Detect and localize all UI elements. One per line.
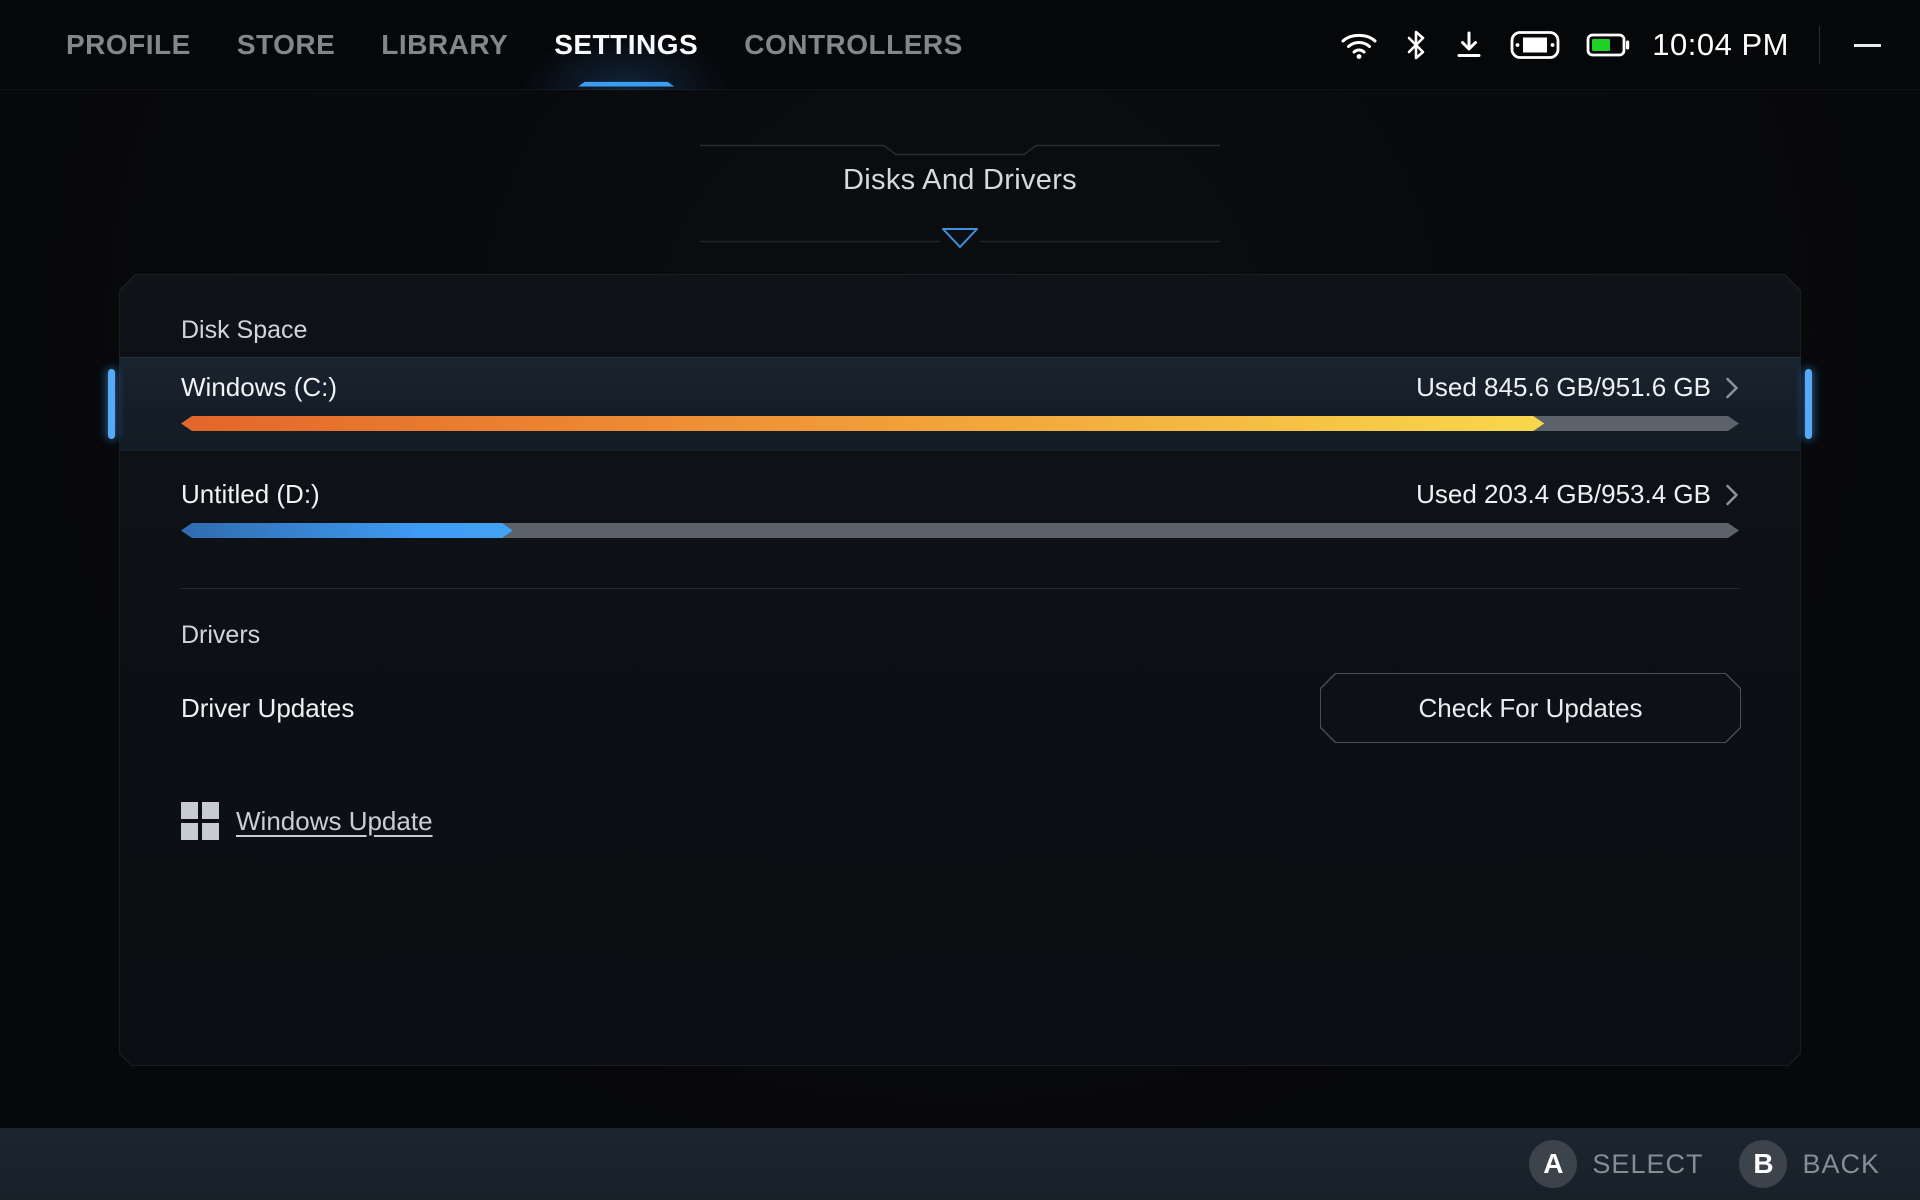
tab-library[interactable]: LIBRARY [381, 28, 509, 60]
a-button-icon: A [1529, 1140, 1578, 1188]
wifi-icon [1340, 30, 1378, 60]
battery-icon [1586, 32, 1630, 58]
windows-update-link[interactable]: Windows Update [236, 805, 433, 836]
header-decor-lines [700, 144, 1220, 248]
drivers-section-label: Drivers [181, 621, 261, 649]
download-icon [1454, 30, 1484, 60]
tab-store[interactable]: STORE [236, 28, 336, 60]
bluetooth-icon [1404, 28, 1428, 62]
section-divider [181, 588, 1739, 589]
disk-usage-bar-track [181, 523, 1739, 538]
check-for-updates-label: Check For Updates [1321, 674, 1740, 742]
check-for-updates-button[interactable]: Check For Updates [1320, 673, 1741, 743]
tab-controllers[interactable]: CONTROLLERS [744, 28, 963, 60]
b-button-icon: B [1739, 1140, 1788, 1188]
drive-name: Untitled (D:) [181, 479, 320, 509]
tab-settings[interactable]: SETTINGS [552, 0, 700, 90]
nav-tabs: PROFILE STORE LIBRARY SETTINGS CONTROLLE… [64, 0, 965, 90]
windows-update-row: Windows Update [119, 802, 1801, 840]
driver-updates-label: Driver Updates [181, 692, 355, 723]
settings-card: Disk Space Windows (C:) Used 845.6 GB/95… [108, 274, 1812, 1066]
drive-usage-text: Used 203.4 GB/953.4 GB [1416, 479, 1711, 509]
chevron-right-icon [1726, 377, 1738, 398]
page-header: Disks And Drivers [0, 90, 1920, 274]
drive-name: Windows (C:) [181, 372, 338, 402]
select-hint[interactable]: A SELECT [1529, 1140, 1703, 1188]
focus-indicator-left [108, 369, 115, 439]
back-label: BACK [1802, 1148, 1880, 1179]
status-area: 10:04 PM [1340, 0, 1884, 90]
disk-usage-bar-fill [181, 416, 1544, 431]
page-title: Disks And Drivers [843, 164, 1077, 196]
handheld-console-icon [1510, 30, 1560, 60]
windows-logo-icon[interactable] [181, 802, 219, 840]
driver-updates-row: Driver Updates Check For Updates [119, 672, 1801, 744]
section-dropdown-arrow-icon [942, 228, 978, 248]
drive-row-untitled-d[interactable]: Untitled (D:) Used 203.4 GB/953.4 GB [119, 464, 1801, 550]
focus-indicator-right [1805, 369, 1812, 439]
minimize-icon [1853, 43, 1881, 47]
top-nav-bar: PROFILE STORE LIBRARY SETTINGS CONTROLLE… [0, 0, 1920, 90]
minimize-button[interactable] [1850, 28, 1884, 62]
clock: 10:04 PM [1652, 27, 1789, 62]
disk-usage-bar-track [181, 416, 1739, 431]
disk-usage-bar-fill [181, 523, 513, 538]
select-label: SELECT [1592, 1148, 1704, 1179]
drive-row-windows-c[interactable]: Windows (C:) Used 845.6 GB/951.6 GB [108, 357, 1812, 451]
disk-space-section-label: Disk Space [181, 316, 308, 344]
controller-hint-bar: A SELECT B BACK [0, 1128, 1920, 1200]
tab-profile[interactable]: PROFILE [66, 28, 191, 60]
back-hint[interactable]: B BACK [1739, 1140, 1880, 1188]
status-divider [1819, 26, 1820, 64]
drive-usage-text: Used 845.6 GB/951.6 GB [1416, 372, 1711, 402]
chevron-right-icon [1726, 484, 1738, 505]
